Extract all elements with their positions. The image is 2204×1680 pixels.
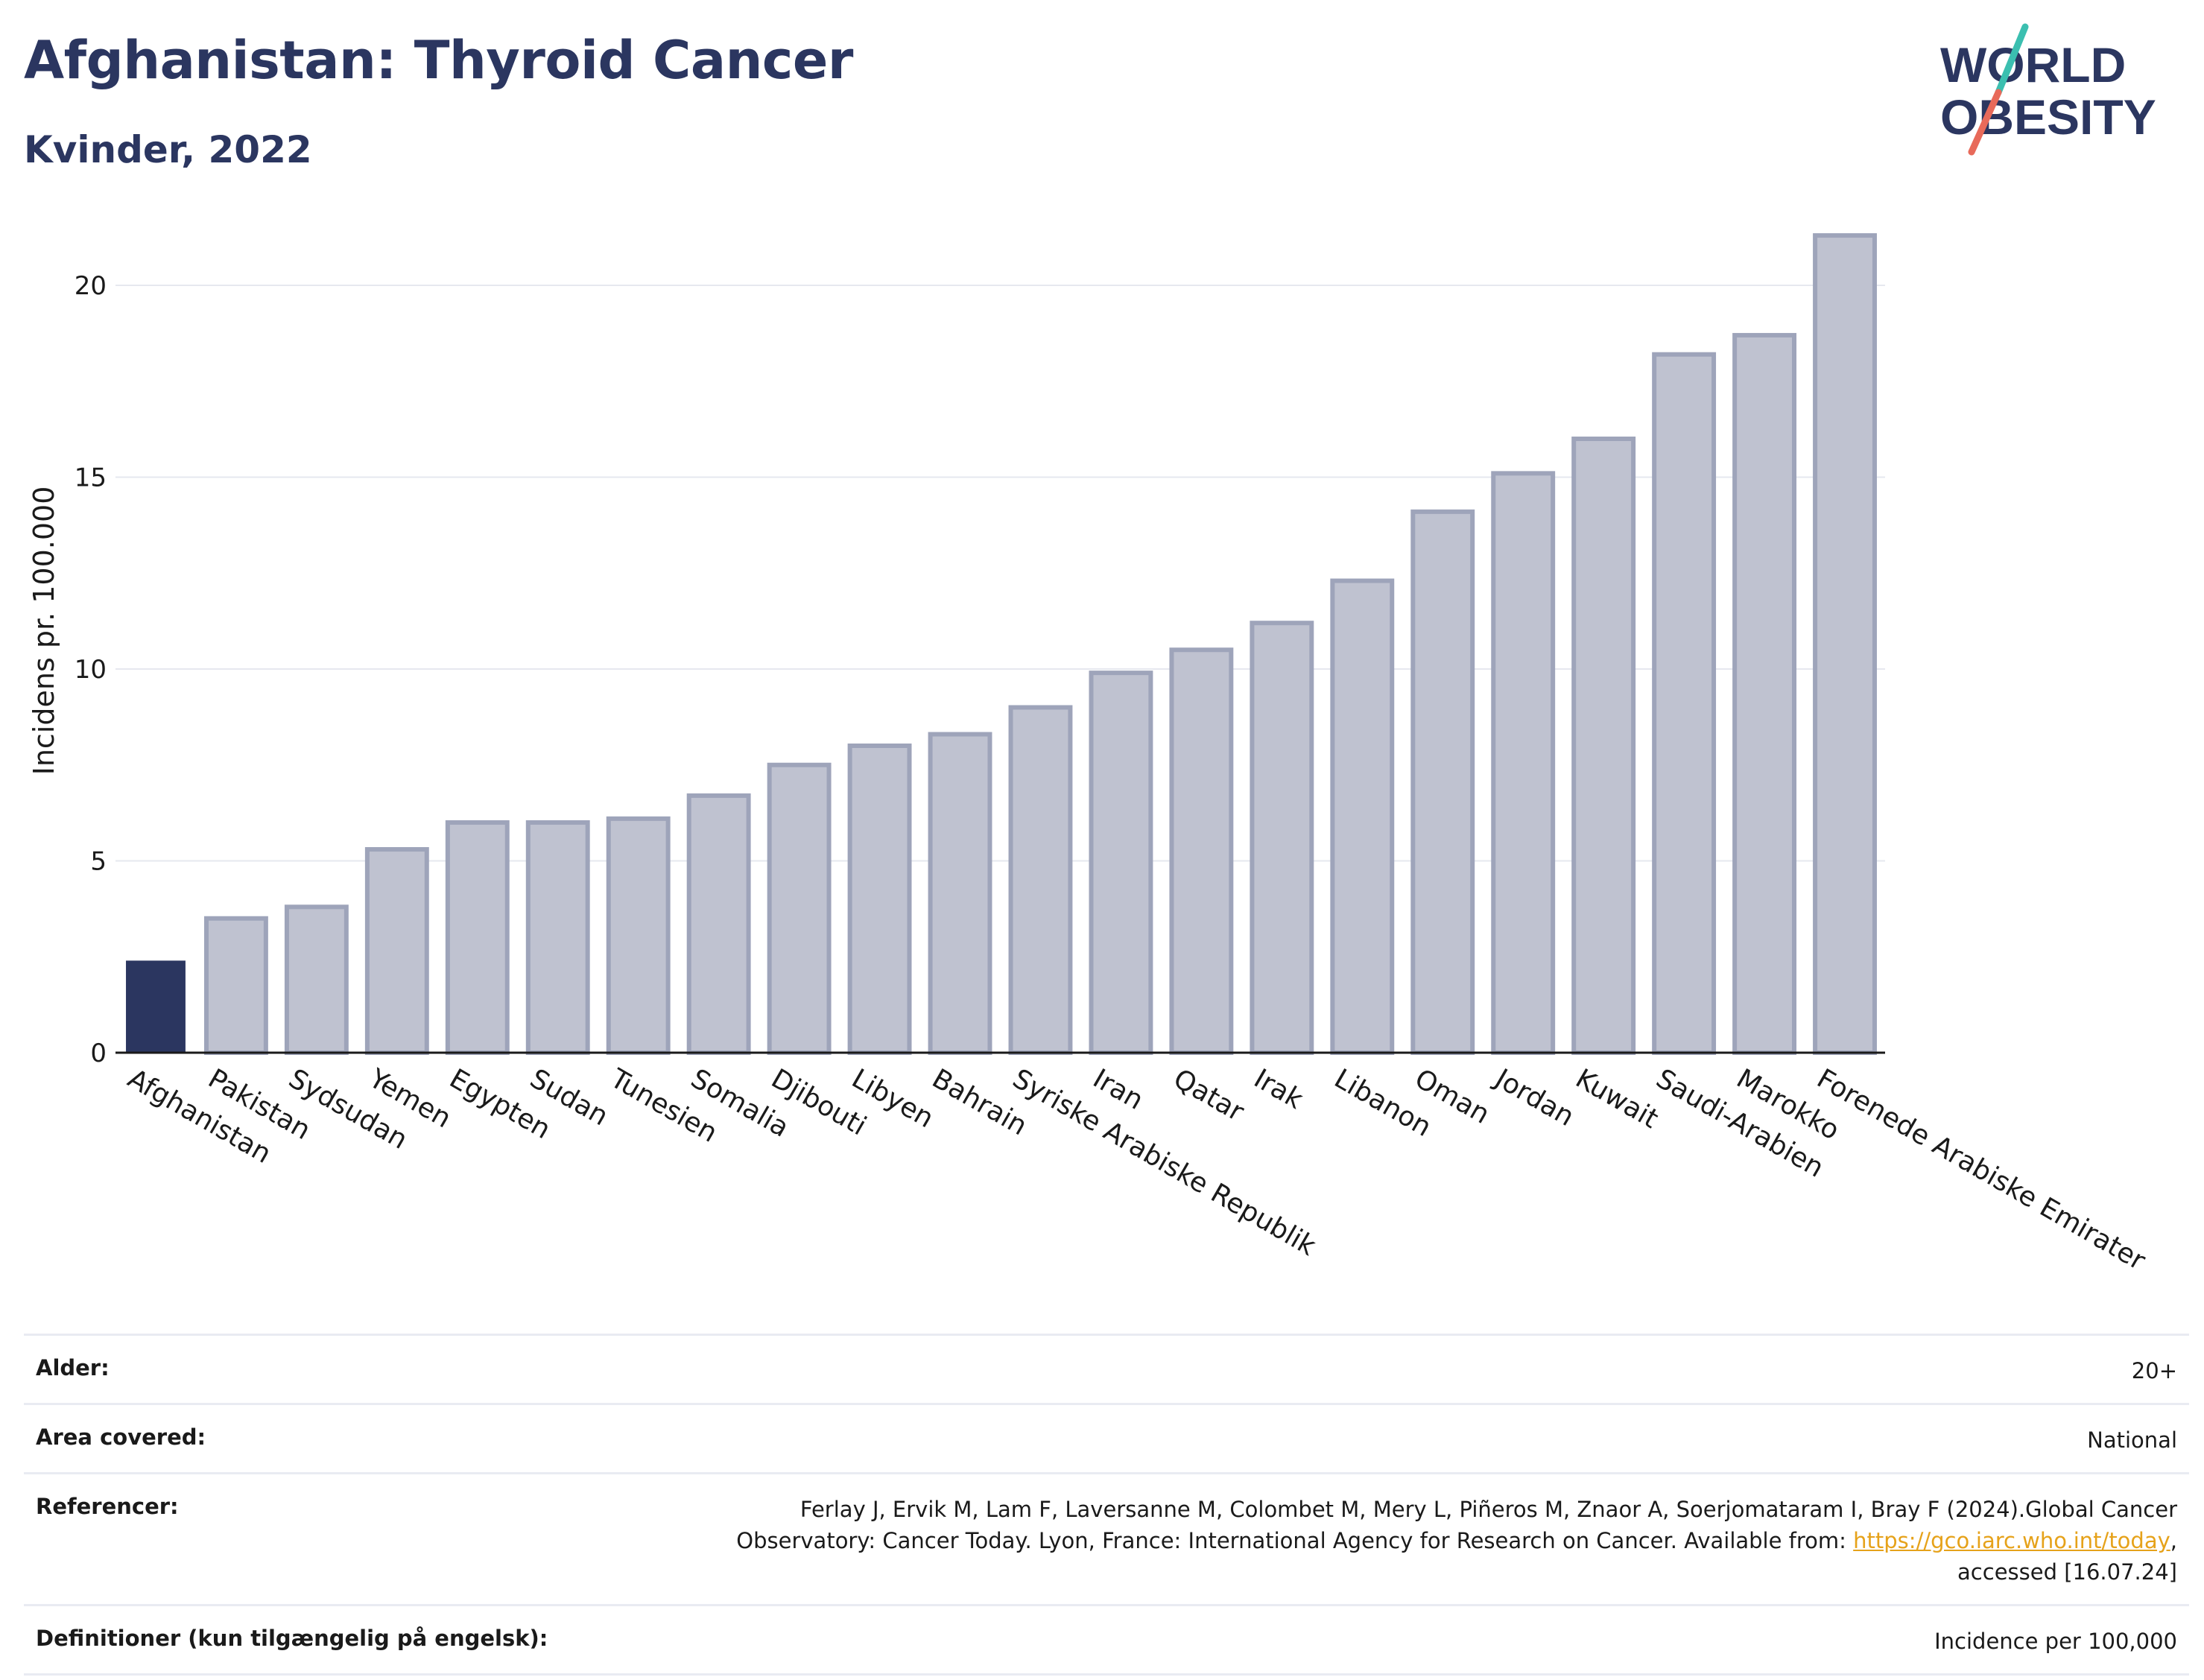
meta-row-references: Referencer: Ferlay J, Ervik M, Lam F, La… <box>24 1472 2189 1604</box>
definitions-label: Definitioner (kun tilgængelig på engelsk… <box>36 1626 548 1651</box>
y-axis-label: Incidens pr. 100.000 <box>28 486 60 776</box>
logo-line-1: WORLD <box>1940 37 2126 92</box>
bar-saudi-arabien[interactable] <box>1652 352 1717 1055</box>
bar-pakistan[interactable] <box>203 916 268 1055</box>
bar-jordan[interactable] <box>1491 471 1556 1056</box>
references-label: Referencer: <box>36 1494 179 1519</box>
logo-slash-bottom <box>1968 89 2002 156</box>
bar-syriske-arabiske-republik[interactable] <box>1008 705 1073 1055</box>
bar-egypten[interactable] <box>445 820 510 1055</box>
page-subtitle: Kvinder, 2022 <box>24 128 312 171</box>
reference-line-2-end: , <box>2170 1528 2177 1553</box>
meta-row-area: Area covered: National <box>24 1403 2189 1472</box>
bar-libyen[interactable] <box>847 744 912 1055</box>
bar-djibouti[interactable] <box>767 762 832 1055</box>
y-tick-label: 5 <box>90 847 107 877</box>
meta-row-age: Alder: 20+ <box>24 1334 2189 1403</box>
page-title: Afghanistan: Thyroid Cancer <box>24 30 853 91</box>
bar-bahrain[interactable] <box>928 732 992 1055</box>
y-tick-label: 0 <box>90 1039 107 1068</box>
bar-sydsudan[interactable] <box>284 904 349 1055</box>
reference-link[interactable]: https://gco.iarc.who.int/today <box>1853 1528 2170 1553</box>
metadata-table: Alder: 20+ Area covered: National Refere… <box>24 1334 2189 1676</box>
bar-yemen[interactable] <box>364 847 429 1055</box>
age-value: 20+ <box>2131 1358 2177 1383</box>
reference-line-3: accessed [16.07.24] <box>1957 1559 2177 1585</box>
area-value: National <box>2087 1427 2177 1453</box>
y-tick-label: 15 <box>75 463 107 493</box>
x-tick-label: Qatar <box>1168 1063 1249 1127</box>
references-value: Ferlay J, Ervik M, Lam F, Laversanne M, … <box>736 1494 2177 1588</box>
area-label: Area covered: <box>36 1424 206 1450</box>
bar-marokko[interactable] <box>1732 332 1797 1055</box>
logo-line-2: OBESITY <box>1940 89 2156 145</box>
x-tick-label: Kuwait <box>1571 1063 1664 1135</box>
bar-afghanistan[interactable] <box>126 960 186 1053</box>
bar-libanon[interactable] <box>1330 578 1395 1055</box>
bar-oman[interactable] <box>1410 509 1475 1056</box>
world-obesity-logo: WORLD OBESITY <box>1940 23 2156 156</box>
bar-iran[interactable] <box>1089 671 1153 1056</box>
bar-irak[interactable] <box>1250 621 1314 1055</box>
x-tick-label: Jordan <box>1489 1062 1579 1132</box>
reference-line-1: Ferlay J, Ervik M, Lam F, Laversanne M, … <box>799 1497 2177 1522</box>
bar-tunesien[interactable] <box>606 816 671 1055</box>
y-tick-label: 20 <box>75 271 107 301</box>
bar-forenede-arabiske-emirater[interactable] <box>1813 233 1877 1055</box>
x-tick-label: Irak <box>1249 1063 1308 1115</box>
y-tick-label: 10 <box>75 655 107 685</box>
age-label: Alder: <box>36 1355 110 1381</box>
bar-kuwait[interactable] <box>1571 437 1636 1055</box>
reference-line-2: Observatory: Cancer Today. Lyon, France:… <box>736 1528 1854 1553</box>
definitions-value: Incidence per 100,000 <box>1934 1629 2177 1654</box>
bar-somalia[interactable] <box>686 793 751 1055</box>
meta-row-definitions: Definitioner (kun tilgængelig på engelsk… <box>24 1604 2189 1676</box>
bar-qatar[interactable] <box>1169 647 1234 1055</box>
bar-sudan[interactable] <box>525 820 590 1055</box>
x-tick-label: Forenede Arabiske Emirater <box>1812 1063 2151 1276</box>
logo-slash-top <box>1995 23 2029 96</box>
